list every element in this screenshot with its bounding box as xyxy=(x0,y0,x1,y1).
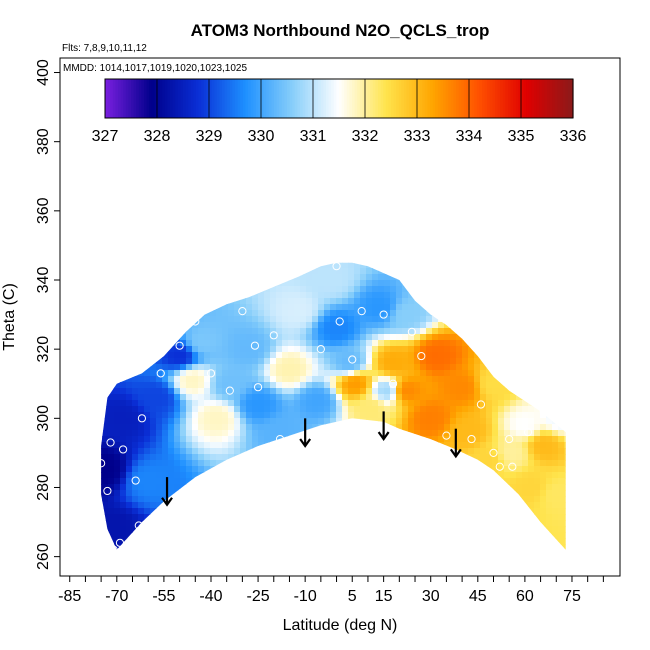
direction-arrow xyxy=(299,418,312,448)
sample-point xyxy=(225,386,234,395)
y-tick-label: 320 xyxy=(35,336,52,363)
sample-point xyxy=(109,545,118,554)
sample-point xyxy=(275,434,285,444)
colorbar-label: 328 xyxy=(144,128,171,145)
sample-point xyxy=(523,428,533,437)
colorbar-label: 334 xyxy=(456,128,483,145)
sample-point xyxy=(106,438,115,447)
sample-point xyxy=(335,317,344,326)
sample-point xyxy=(407,327,416,336)
y-tick-label: 280 xyxy=(35,474,52,501)
y-tick-label: 400 xyxy=(35,59,52,86)
x-tick-label: -85 xyxy=(58,588,81,605)
colorbar-label: 331 xyxy=(300,128,327,145)
colorbar: 327 328 329 330 331 332 333 334 335 336 xyxy=(92,78,587,145)
sample-point xyxy=(505,434,514,444)
sample-point xyxy=(379,310,388,319)
colorbar-label: 335 xyxy=(508,128,535,145)
sample-point xyxy=(517,386,526,395)
x-tick-label: -40 xyxy=(199,588,222,605)
sample-point xyxy=(175,341,184,350)
colorbar-label: 330 xyxy=(248,128,275,145)
y-axis-label: Theta (C) xyxy=(1,283,18,351)
sample-point xyxy=(250,341,260,350)
sample-point xyxy=(388,379,398,388)
x-tick-label: 60 xyxy=(516,588,534,605)
sample-points xyxy=(97,262,548,554)
sample-point xyxy=(395,265,404,274)
colorbar-label: 327 xyxy=(92,128,119,145)
flights-note: Flts: 7,8,9,10,11,12 xyxy=(62,43,147,54)
sample-point xyxy=(467,434,476,444)
y-tick-label: 360 xyxy=(35,197,52,224)
sample-point xyxy=(156,369,165,378)
x-tick-label: 15 xyxy=(375,588,393,605)
y-tick-label: 380 xyxy=(35,128,52,155)
sample-point xyxy=(332,262,341,271)
sample-point xyxy=(269,331,278,340)
plot-frame xyxy=(59,57,621,577)
sample-point xyxy=(134,521,143,530)
x-tick-label: 30 xyxy=(422,588,440,605)
colorbar-label: 332 xyxy=(352,128,379,145)
sample-point xyxy=(238,307,247,316)
x-tick-label: 5 xyxy=(348,588,357,605)
direction-arrow xyxy=(161,477,173,507)
dates-note: MMDD: 1014,1017,1019,1020,1023,1025 xyxy=(63,63,247,74)
sample-point xyxy=(118,445,128,454)
flight-direction-arrows xyxy=(161,411,462,507)
sample-point xyxy=(206,369,216,378)
x-tick-label: 75 xyxy=(563,588,581,605)
sample-point xyxy=(137,414,147,423)
sample-point xyxy=(382,265,391,274)
sample-point xyxy=(476,400,486,409)
direction-arrow xyxy=(449,428,462,459)
sample-point xyxy=(495,462,504,471)
sample-point xyxy=(442,431,451,440)
sample-point xyxy=(417,351,426,361)
sample-point xyxy=(348,355,357,364)
colorbar-label: 333 xyxy=(404,128,431,145)
sample-point xyxy=(508,462,517,471)
sample-point xyxy=(131,476,140,485)
x-tick-label: -25 xyxy=(247,588,270,605)
sample-point xyxy=(539,407,548,416)
x-tick-label: -70 xyxy=(105,588,128,605)
x-tick-label: -10 xyxy=(294,588,317,605)
sample-point xyxy=(103,486,112,496)
x-tick-label: 45 xyxy=(469,588,487,605)
x-tick-label: -55 xyxy=(152,588,175,605)
sample-point xyxy=(316,345,325,354)
sample-point xyxy=(489,448,498,457)
direction-arrow xyxy=(377,411,390,441)
sample-point xyxy=(357,307,366,316)
y-tick-label: 300 xyxy=(35,405,52,432)
y-tick-label: 260 xyxy=(35,543,52,570)
y-axis: 260 280 300 320 340 360 380 400 xyxy=(35,59,60,570)
x-axis: -85 -70 -55 -40 -25 -10 5 15 30 45 60 75 xyxy=(58,576,604,605)
sample-point xyxy=(253,383,263,392)
x-axis-label: Latitude (deg N) xyxy=(283,617,398,634)
sample-point xyxy=(97,459,106,468)
colorbar-label: 329 xyxy=(196,128,223,145)
sample-point xyxy=(536,383,545,392)
sample-point xyxy=(191,317,200,326)
sample-point xyxy=(115,538,125,547)
colorbar-label: 336 xyxy=(560,128,587,145)
chart-title: ATOM3 Northbound N2O_QCLS_trop xyxy=(191,21,490,40)
y-tick-label: 340 xyxy=(35,267,52,294)
